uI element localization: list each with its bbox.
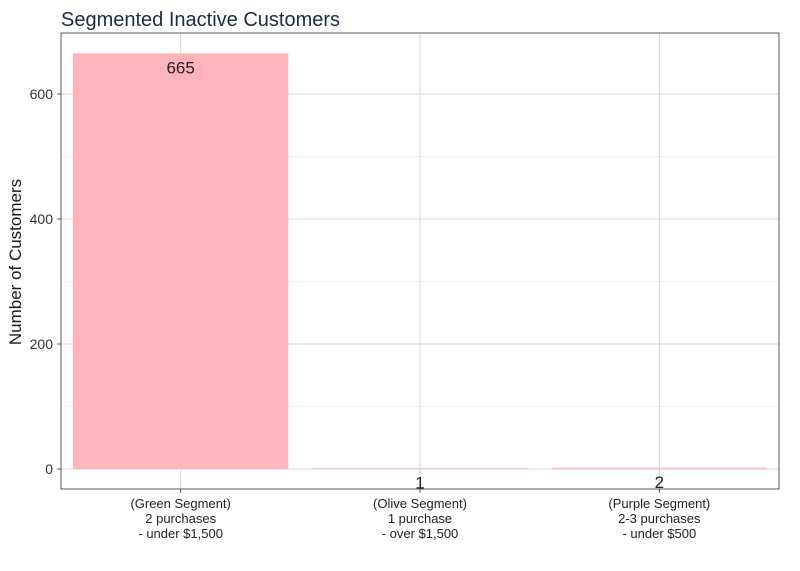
x-tick-label: (Olive Segment) 1 purchase - over $1,500 [373, 496, 467, 541]
x-tick-label-line: - over $1,500 [382, 526, 459, 541]
x-tick-label-line: 2 purchases [145, 511, 216, 526]
y-ticks-layer: 0 200 400 600 [30, 86, 61, 477]
x-tick-label-line: 1 purchase [388, 511, 452, 526]
chart-title: Segmented Inactive Customers [61, 9, 340, 31]
x-tick-label-line: (Green Segment) [130, 496, 230, 511]
x-tick-label-line: - under $1,500 [138, 526, 223, 541]
y-tick-label: 200 [30, 336, 54, 352]
x-tick-label-line: - under $500 [622, 526, 696, 541]
data-label: 1 [415, 473, 424, 492]
x-tick-label: (Green Segment) 2 purchases - under $1,500 [130, 496, 230, 541]
y-tick-label: 400 [30, 211, 54, 227]
x-ticks-layer: (Green Segment) 2 purchases - under $1,500… [130, 489, 710, 541]
y-axis-label: Number of Customers [6, 179, 25, 345]
bars-layer [72, 53, 768, 469]
y-tick-label: 0 [45, 461, 53, 477]
data-label: 2 [655, 473, 664, 492]
data-labels-layer: 665 1 2 [166, 58, 664, 492]
x-tick-label-line: (Purple Segment) [608, 496, 710, 511]
x-tick-label-line: (Olive Segment) [373, 496, 467, 511]
x-tick-label-line: 2-3 purchases [618, 511, 701, 526]
bar [312, 468, 528, 469]
x-tick-label: (Purple Segment) 2-3 purchases - under $50… [608, 496, 710, 541]
bar [551, 467, 768, 469]
data-label: 665 [166, 58, 194, 77]
y-tick-label: 600 [30, 86, 54, 102]
bar [72, 53, 289, 469]
